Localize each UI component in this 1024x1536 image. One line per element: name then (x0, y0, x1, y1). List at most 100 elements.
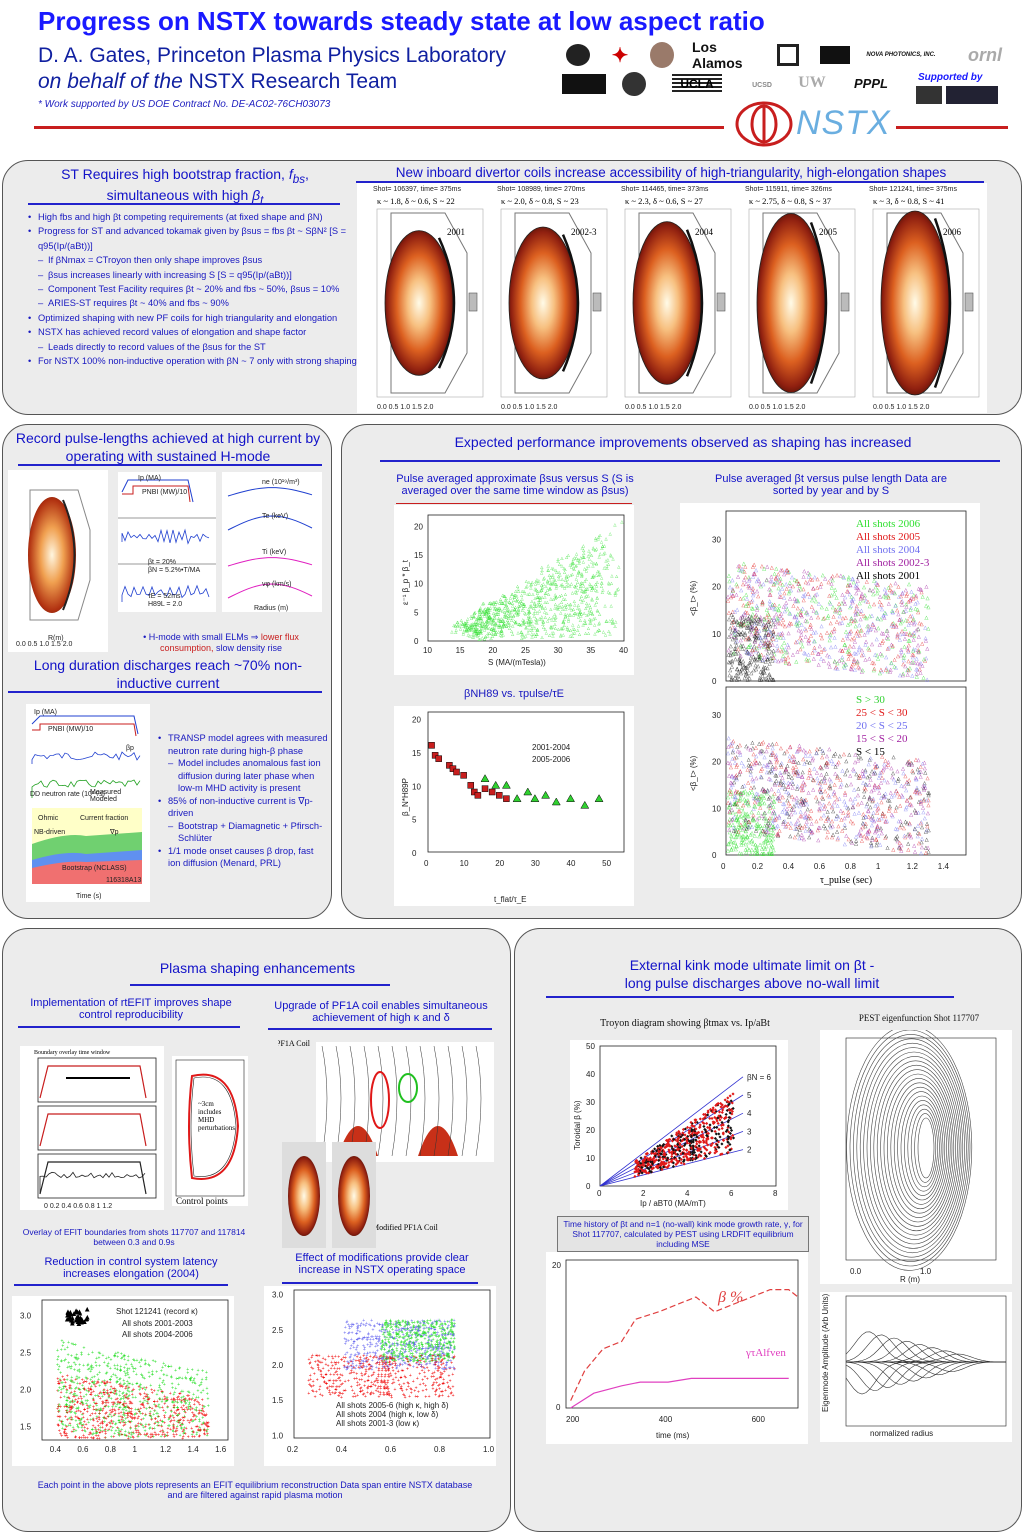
data-point: △ (516, 586, 520, 591)
data-point: △ (896, 653, 900, 659)
data-point: △ (878, 842, 882, 848)
data-point: △ (463, 621, 467, 626)
axis-label: ε⁻¹ β_p * β_t (401, 559, 410, 605)
data-point: △ (464, 623, 468, 628)
data-point: △ (562, 625, 566, 630)
data-point: △ (490, 626, 494, 631)
data-point: △ (484, 610, 488, 615)
data-point: △ (884, 834, 888, 840)
data-point: △ (901, 590, 905, 596)
legend-entry: 15 < S < 20 (856, 733, 908, 745)
data-point: △ (856, 649, 860, 655)
data-point: △ (735, 831, 739, 837)
data-point: △ (805, 619, 809, 625)
data-point: △ (925, 821, 929, 827)
data-point: △ (466, 628, 470, 633)
data-point: △ (587, 625, 591, 630)
data-point: △ (766, 666, 770, 672)
data-point: △ (539, 595, 543, 600)
data-point: △ (730, 675, 734, 681)
data-point: △ (543, 609, 547, 614)
ucsd-logo: UCSD (744, 74, 780, 96)
data-point: △ (764, 647, 768, 653)
data-point: △ (753, 637, 757, 643)
data-point: △ (923, 815, 927, 821)
tick-label: 1.4 (938, 862, 950, 871)
data-point: △ (737, 620, 741, 626)
data-point: △ (747, 583, 751, 589)
data-point: △ (767, 851, 771, 857)
data-point: △ (733, 628, 737, 634)
data-point: △ (502, 618, 506, 623)
data-point: + (198, 1435, 201, 1441)
data-point: △ (554, 592, 558, 597)
pnbi-trace (32, 723, 137, 737)
data-point: + (348, 1331, 351, 1337)
data-point: △ (749, 659, 753, 665)
data-point: △ (589, 620, 593, 625)
label: Current fraction (80, 815, 128, 822)
data-point: △ (793, 613, 797, 619)
data-point: △ (849, 629, 853, 635)
data-point: △ (478, 616, 482, 621)
data-point: △ (527, 619, 531, 624)
data-point: △ (919, 798, 923, 804)
data-point: △ (902, 609, 906, 615)
data-point: △ (746, 620, 750, 626)
data-point: △ (778, 621, 782, 627)
data-point: △ (820, 605, 824, 611)
tick-label: 0 (712, 851, 717, 860)
data-point: △ (513, 619, 517, 624)
data-point: △ (574, 563, 578, 568)
data-point: △ (879, 826, 883, 832)
data-point: + (91, 1411, 94, 1417)
data-point: △ (920, 825, 924, 831)
data-point: △ (455, 627, 459, 632)
data-point: △ (771, 603, 775, 609)
data-point: △ (515, 598, 519, 603)
data-point: △ (829, 645, 833, 651)
data-point: △ (522, 634, 526, 639)
data-point: △ (847, 647, 851, 653)
data-point: △ (800, 637, 804, 643)
data-point: △ (876, 626, 880, 632)
data-point: △ (796, 605, 800, 611)
data-point: △ (732, 617, 736, 623)
data-point: △ (766, 838, 770, 844)
data-point: △ (856, 658, 860, 664)
data-point (449, 765, 457, 772)
data-point: △ (859, 596, 863, 602)
rtefit-timetrace-figure: Boundary overlay time window 0 0.2 0.4 0.… (20, 1046, 164, 1210)
data-point: △ (828, 654, 832, 660)
data-point: △ (908, 821, 912, 827)
data-point: △ (582, 551, 586, 556)
data-point: △ (472, 613, 476, 618)
data-point: △ (812, 656, 816, 662)
data-point: △ (583, 566, 587, 571)
data-point: △ (733, 632, 737, 638)
data-point: △ (769, 578, 773, 584)
data-point: △ (911, 632, 915, 638)
data-point: △ (566, 576, 570, 581)
data-point: △ (591, 584, 595, 589)
data-point: △ (905, 591, 909, 597)
data-point: △ (835, 572, 839, 578)
data-point: △ (843, 771, 847, 777)
tick-label: 15 (414, 551, 423, 560)
data-point: △ (926, 776, 930, 782)
data-point: △ (488, 615, 492, 620)
data-point: △ (502, 593, 506, 598)
tick-label: 20 (712, 758, 721, 767)
data-point: △ (454, 623, 458, 628)
data-point: △ (813, 575, 817, 581)
data-point: △ (527, 607, 531, 612)
data-point: △ (900, 602, 904, 608)
data-point: △ (848, 592, 852, 598)
data-point: △ (788, 781, 792, 787)
data-point: △ (739, 644, 743, 650)
data-point: △ (818, 765, 822, 771)
data-point: △ (755, 620, 759, 626)
tick-label: 10 (423, 646, 432, 655)
data-point: △ (542, 625, 546, 630)
data-point: + (178, 1366, 181, 1372)
